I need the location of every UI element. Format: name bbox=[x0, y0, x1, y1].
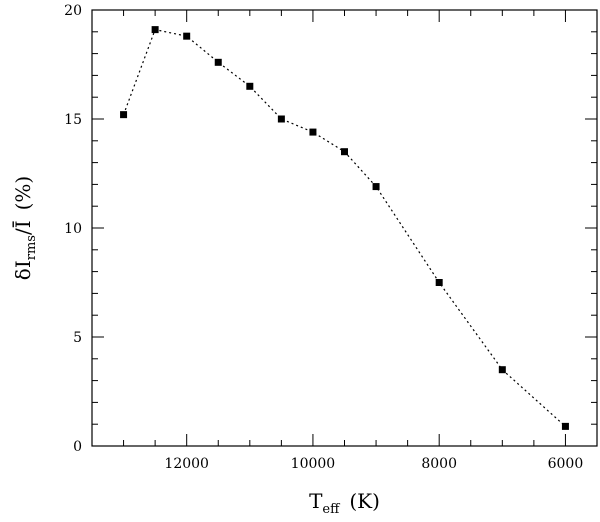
tick-labels: 12000 10000 8000 6000 0 5 10 15 20 bbox=[64, 3, 583, 472]
x-axis-title-unit: (K) bbox=[349, 489, 380, 513]
plot-frame bbox=[91, 9, 598, 447]
minor-ticks bbox=[91, 10, 598, 446]
data-point bbox=[372, 183, 380, 191]
y-tick-label: 15 bbox=[64, 112, 82, 128]
x-tick-label: 6000 bbox=[548, 456, 584, 472]
data-point bbox=[120, 111, 128, 119]
y-axis-title-mid: /Ī bbox=[11, 220, 35, 235]
data-point bbox=[561, 422, 569, 430]
x-tick-label: 12000 bbox=[164, 456, 209, 472]
data-point bbox=[151, 26, 159, 34]
y-tick-label: 0 bbox=[73, 439, 82, 455]
data-point bbox=[498, 366, 506, 374]
data-point bbox=[246, 82, 254, 90]
x-tick-label: 10000 bbox=[291, 456, 336, 472]
data-points bbox=[120, 26, 569, 430]
data-point bbox=[435, 279, 443, 286]
data-point bbox=[309, 128, 317, 136]
data-point bbox=[214, 58, 222, 66]
y-tick-label: 10 bbox=[64, 221, 82, 237]
major-ticks bbox=[92, 9, 597, 447]
x-tick-label: 8000 bbox=[421, 456, 457, 472]
data-point bbox=[277, 115, 285, 123]
x-axis-title: Teff (K) bbox=[309, 489, 380, 517]
y-axis-title-pre: δI bbox=[11, 260, 35, 280]
y-axis-title: δIrms/Ī (%) bbox=[11, 176, 39, 280]
x-axis-title-sub: eff bbox=[322, 502, 341, 517]
x-axis-title-main: T bbox=[309, 489, 323, 513]
y-tick-label: 20 bbox=[64, 3, 82, 19]
y-axis-title-unit: (%) bbox=[11, 176, 35, 211]
y-axis-title-sub: rms bbox=[24, 235, 39, 260]
y-tick-label: 5 bbox=[73, 330, 82, 346]
series-line bbox=[123, 28, 566, 427]
data-point bbox=[183, 32, 191, 40]
data-point bbox=[341, 148, 348, 156]
